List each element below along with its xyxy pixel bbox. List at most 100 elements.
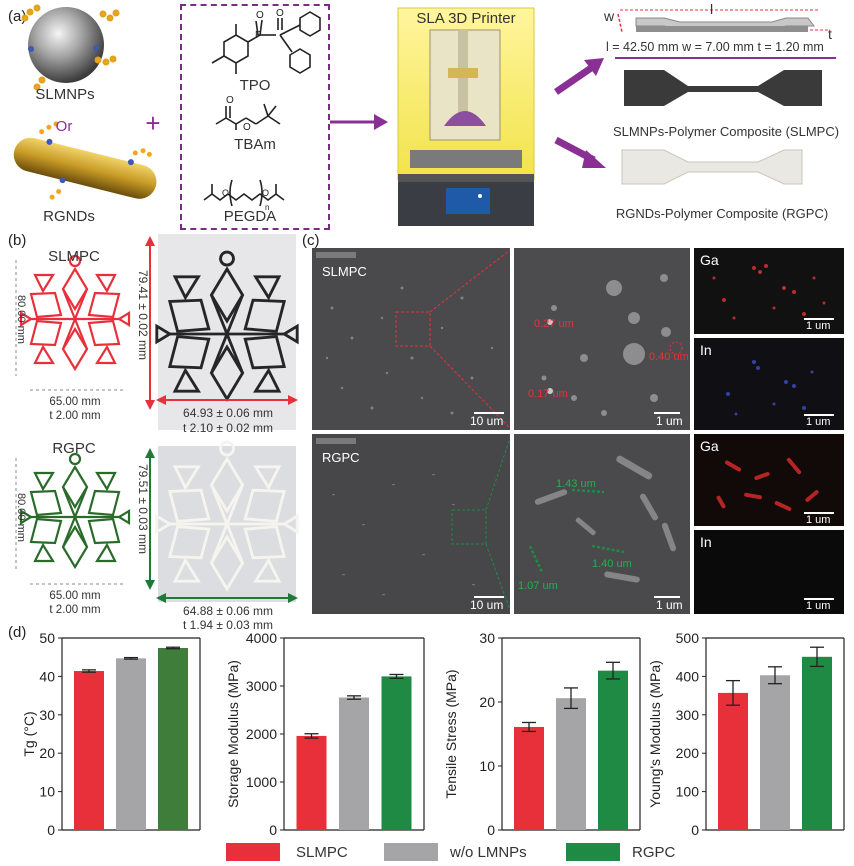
rgpc-sem-low xyxy=(312,434,510,614)
slmpc-design-icon xyxy=(19,254,131,371)
svg-text:O: O xyxy=(226,95,234,106)
slmpc-size-3: 0.17 um xyxy=(528,388,568,400)
rgpc-size-1: 1.43 um xyxy=(556,478,596,490)
y-tick-label-0-5: 50 xyxy=(39,630,55,646)
slmpc-meas-w: 64.93 ± 0.06 mm xyxy=(183,406,273,420)
panel-label-c: (c) xyxy=(302,232,320,249)
rgpc-size-3: 1.07 um xyxy=(518,580,558,592)
y-tick-label-1-1: 1000 xyxy=(246,774,277,790)
y-tick-label-0-2: 20 xyxy=(39,745,55,761)
printer-title: SLA 3D Printer xyxy=(416,10,516,27)
slmpc-scale-bar-10 xyxy=(474,412,504,414)
rgpc-in-scale-bar xyxy=(804,598,834,600)
rgnd-rod-icon xyxy=(13,121,157,200)
tpo-structure-icon xyxy=(211,11,321,74)
rgpc-sem-label: RGPC xyxy=(322,450,360,465)
panel-a-graphics: P O O O O O O n xyxy=(13,4,836,226)
svg-text:O: O xyxy=(256,10,264,21)
y-tick-label-2-0: 0 xyxy=(487,822,495,838)
bar-0-1 xyxy=(116,658,146,830)
panel-label-b: (b) xyxy=(8,232,27,249)
rgpc-meas-w: 64.88 ± 0.06 mm xyxy=(183,604,273,618)
y-axis-label-0: Tg (°C) xyxy=(21,711,37,756)
legend-swatch-slmpc xyxy=(226,843,280,861)
y-tick-label-0-0: 0 xyxy=(47,822,55,838)
rgpc-dogbone-icon xyxy=(621,149,803,185)
slmpc-ga-label: Ga xyxy=(700,252,719,268)
slmpc-ga-scale-bar xyxy=(804,318,834,320)
rgpc-scale-1: 1 um xyxy=(656,598,683,612)
y-tick-label-1-2: 2000 xyxy=(246,726,277,742)
slmpc-width: 65.00 mm xyxy=(49,396,101,408)
slmpc-size-2: 0.40 um xyxy=(649,351,689,363)
rgpc-in-label: In xyxy=(700,534,712,550)
rgpc-sem-high xyxy=(514,434,690,614)
slmpc-in-label: In xyxy=(700,342,712,358)
rgpc-scale-10: 10 um xyxy=(470,598,504,612)
tpo-label: TPO xyxy=(239,77,271,94)
y-tick-label-2-2: 20 xyxy=(479,694,495,710)
dimensions-label: l = 42.50 mm w = 7.00 mm t = 1.20 mm xyxy=(606,40,824,54)
slmpc-dogbone-icon xyxy=(624,70,822,106)
slmpc-meas-t: t 2.10 ± 0.02 mm xyxy=(183,421,273,435)
slmpc-scale-10: 10 um xyxy=(470,414,504,428)
slmpc-meas-h: 79.41 ± 0.02 mm xyxy=(136,270,150,360)
legend-label-wo: w/o LMNPs xyxy=(450,844,527,861)
rgpc-title: RGPC xyxy=(52,440,96,457)
tbam-label: TBAm xyxy=(234,136,276,153)
legend-label-rgpc: RGPC xyxy=(632,844,676,861)
panel-b-graphics xyxy=(15,234,299,603)
arrow-up-icon xyxy=(584,58,604,76)
arrow-to-printer-icon xyxy=(374,114,388,130)
rgpc-ga-label: Ga xyxy=(700,438,719,454)
dim-l-label: l xyxy=(710,1,714,17)
slmpc-in-scale-bar xyxy=(804,414,834,416)
slmpc-sem-low xyxy=(312,248,510,430)
y-tick-label-3-3: 300 xyxy=(676,707,700,723)
bar-3-2 xyxy=(802,656,832,830)
bar-3-1 xyxy=(760,675,790,830)
slmpc-sem-high xyxy=(514,248,690,430)
or-label: Or xyxy=(55,118,73,135)
y-axis-label-1: Storage Modulus (MPa) xyxy=(225,660,241,808)
rgpc-thick: t 2.00 mm xyxy=(49,604,101,616)
bar-2-2 xyxy=(598,670,628,830)
legend-label-slmpc: SLMPC xyxy=(296,844,348,861)
y-tick-label-2-1: 10 xyxy=(479,758,495,774)
monomer-box xyxy=(180,4,330,230)
rgpc-ga-scale: 1 um xyxy=(806,514,831,526)
svg-text:O: O xyxy=(243,122,251,133)
slmpc-sem-label: SLMPC xyxy=(322,264,367,279)
rgpc-eds-ga xyxy=(694,434,844,526)
y-tick-label-3-1: 100 xyxy=(676,784,700,800)
arrow-down-icon xyxy=(582,150,606,168)
slmnp-sphere-icon xyxy=(21,4,120,91)
rgpc-meas-t: t 1.94 ± 0.03 mm xyxy=(183,618,273,632)
y-tick-label-3-4: 400 xyxy=(676,668,700,684)
bar-1-1 xyxy=(339,697,369,830)
bar-2-0 xyxy=(514,726,544,830)
panel-label-a: (a) xyxy=(8,8,27,25)
rgpc-width: 65.00 mm xyxy=(49,590,101,602)
dim-t-label: t xyxy=(828,26,832,42)
svg-text:n: n xyxy=(265,203,269,212)
rgpc-design-icon xyxy=(19,452,131,569)
y-tick-label-0-4: 40 xyxy=(39,668,55,684)
slmpc-ga-scale: 1 um xyxy=(806,320,831,332)
rgpc-height: 80.00 mm xyxy=(15,493,27,542)
rgpc-scale-bar-10 xyxy=(474,596,504,598)
y-tick-label-1-0: 0 xyxy=(269,822,277,838)
svg-text:O: O xyxy=(262,188,269,198)
bar-1-2 xyxy=(381,676,412,830)
svg-text:O: O xyxy=(276,8,284,19)
y-tick-label-0-3: 30 xyxy=(39,707,55,723)
rgpc-in-scale: 1 um xyxy=(806,600,831,612)
pegda-label: PEGDA xyxy=(223,208,277,225)
y-axis-label-2: Tensile Stress (MPa) xyxy=(443,669,459,798)
slmpc-caption: SLMNPs-Polymer Composite (SLMPC) xyxy=(612,124,840,139)
plus-sign: + xyxy=(145,108,161,138)
dogbone-3d-icon xyxy=(635,17,815,32)
tbam-structure-icon xyxy=(215,103,281,130)
y-tick-label-3-0: 0 xyxy=(691,822,699,838)
bar-3-0 xyxy=(718,692,748,830)
